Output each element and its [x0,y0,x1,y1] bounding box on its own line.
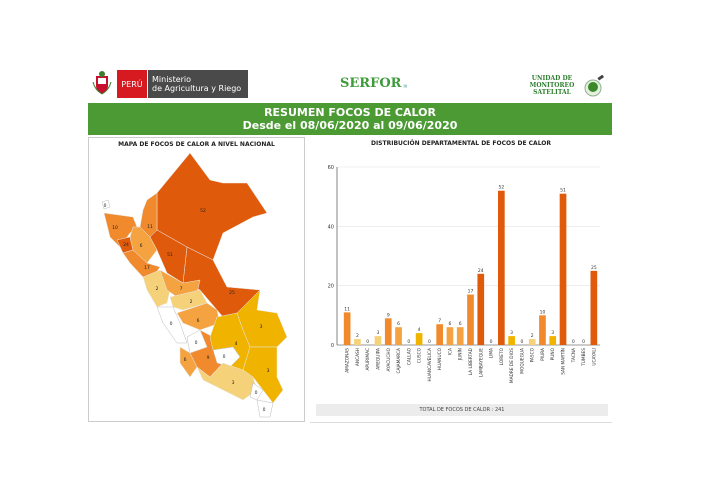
bar-la-libertad [467,294,474,345]
unit-line2: MONITOREO [529,82,575,89]
bar-pasco [528,339,536,345]
x-tick-label: ANCASH [355,348,361,366]
ministry-line2: de Agricultura y Riego [152,84,242,93]
total-hotspots: TOTAL DE FOCOS DE CALOR : 241 [316,404,608,416]
peru-logo: PERÚ [117,70,147,98]
bar-arequipa [374,336,382,345]
data-label: 6 [397,321,400,327]
unit-logo-text: UNIDAD DE MONITOREO SATELITAL [528,75,576,96]
map-panel: MAPA DE FOCOS DE CALOR A NIVEL NACIONAL [88,137,305,422]
y-tick-label: 60 [328,165,334,171]
total-label: TOTAL DE FOCOS DE CALOR : 241 [419,407,505,413]
banner-title: RESUMEN FOCOS DE CALOR [264,106,436,119]
y-tick-label: 40 [328,224,334,230]
serfor-label: SERFOR [340,76,402,91]
x-tick-label: AYACUCHO [386,347,392,371]
data-label: 3 [377,330,380,336]
unit-line1: UNIDAD DE [531,75,573,82]
data-label: 10 [540,309,546,315]
bar-puno [549,336,557,345]
bar-cusco [415,333,423,345]
data-label: 17 [468,289,474,295]
x-tick-label: CAJAMARCA [396,348,402,373]
map-title: MAPA DE FOCOS DE CALOR A NIVEL NACIONAL [118,141,275,148]
summary-banner: RESUMEN FOCOS DE CALOR Desde el 08/06/20… [88,103,612,135]
data-label: 0 [520,339,523,345]
bar-madre-de-dios [508,336,515,345]
bar-loreto [497,190,505,345]
chart-title: DISTRIBUCIÓN DEPARTAMENTAL DE FOCOS DE C… [370,140,552,147]
data-label: 3 [510,330,513,336]
x-tick-label: UCAYALI [591,348,597,366]
data-label: 51 [560,188,566,194]
bar-san-martín [559,193,567,345]
data-label: 6 [459,321,462,327]
data-label: 24 [478,268,484,274]
x-tick-label: MADRE DE DIOS [509,348,515,383]
data-label: 4 [418,327,421,333]
data-label: 0 [366,339,369,345]
bar-ica [446,327,454,345]
bar-huanuco [436,324,444,345]
x-tick-label: SAN MARTÍN [560,348,567,375]
x-tick-label: JUNÍN [457,348,464,361]
peru-label: PERÚ [121,79,143,89]
x-tick-label: APURIMAC [365,348,371,371]
bar-junín [456,327,464,345]
bar-ucayali [590,270,598,345]
x-tick-label: LORETO [499,347,505,365]
data-label: 6 [449,321,452,327]
y-tick-label: 20 [328,284,334,290]
data-label: 0 [582,339,585,345]
data-label: 9 [387,312,390,318]
bar-ayacucho [384,318,392,345]
x-tick-label: PUNO [550,347,556,360]
bar-cajamarca [395,327,402,345]
bar-lambayeque [477,273,485,345]
x-tick-label: MOQUEGUA [519,348,525,374]
data-label: 2 [531,333,534,339]
x-tick-label: ICA [447,348,453,355]
ministry-line1: Ministerio [152,75,192,84]
x-tick-label: TUMBES [581,348,587,367]
chart-panel: DISTRIBUCIÓN DEPARTAMENTAL DE FOCOS DE C… [310,137,612,423]
bar-ancash [354,339,361,345]
unit-line3: SATELITAL [533,89,571,96]
data-label: 7 [438,318,441,324]
bar-amazonas [343,312,351,345]
y-tick-label: 0 [331,343,334,349]
x-tick-label: HUANUCO [437,347,443,370]
x-tick-label: LA LIBERTAD [468,347,474,375]
ministry-logo: Ministerio de Agricultura y Riego [148,70,248,98]
satellite-globe-icon [584,75,605,97]
data-label: 0 [428,339,431,345]
data-label: 2 [356,333,359,339]
x-tick-label: AREQUIPA [375,348,381,370]
data-label: 25 [591,265,597,271]
banner-date-range: Desde el 08/06/2020 al 09/06/2020 [242,119,458,132]
x-tick-label: LIMA [489,348,495,358]
serfor-logo: SERFOR ▦ [340,76,408,91]
x-tick-label: CUSCO [417,347,423,363]
data-label: 0 [490,339,493,345]
data-label: 0 [572,339,575,345]
x-tick-label: HUANCAVELICA [427,348,433,382]
data-label: 0 [407,339,410,345]
x-tick-label: LAMBAYEQUE [478,348,484,378]
peru-coat-of-arms-icon [92,71,112,95]
x-tick-label: TACNA [571,348,577,363]
x-tick-label: CALLAO [406,347,412,365]
data-label: 3 [551,330,554,336]
bar-piura [539,315,546,345]
x-tick-label: PASCO [530,347,536,362]
x-tick-label: AMAZONAS [345,348,351,373]
data-label: 52 [498,185,504,191]
x-tick-label: PIURA [540,348,546,361]
data-label: 11 [344,306,350,312]
